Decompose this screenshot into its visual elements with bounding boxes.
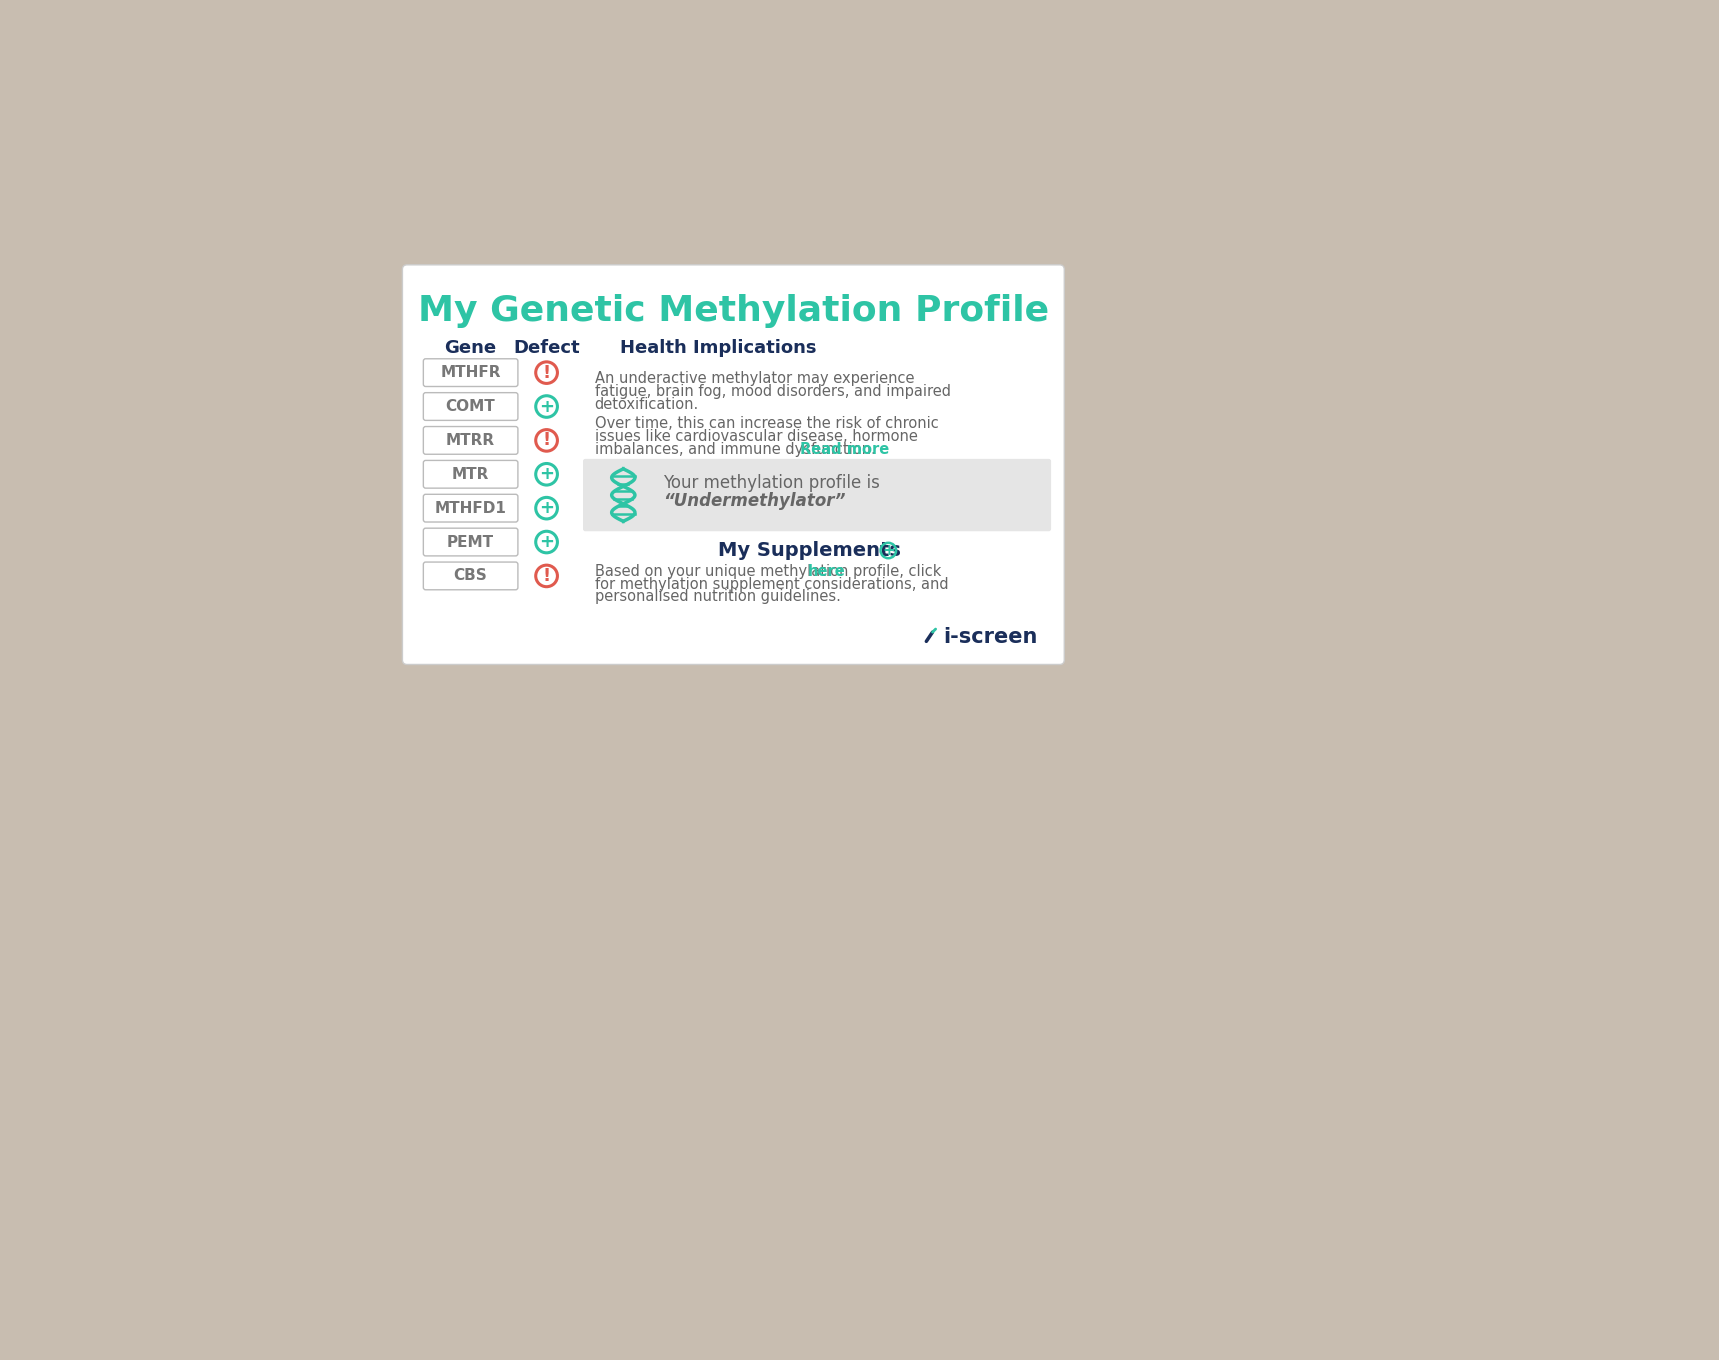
Text: +: +: [540, 499, 554, 517]
Text: +: +: [882, 543, 894, 558]
Text: +: +: [540, 397, 554, 416]
FancyBboxPatch shape: [423, 528, 517, 556]
FancyBboxPatch shape: [423, 359, 517, 386]
Text: My Genetic Methylation Profile: My Genetic Methylation Profile: [418, 294, 1049, 328]
Text: COMT: COMT: [445, 398, 495, 413]
FancyBboxPatch shape: [423, 427, 517, 454]
FancyBboxPatch shape: [423, 562, 517, 590]
Text: for methylation supplement considerations, and: for methylation supplement consideration…: [595, 577, 949, 592]
Text: +: +: [540, 465, 554, 483]
Text: MTHFR: MTHFR: [440, 364, 500, 381]
Text: !: !: [543, 363, 550, 382]
FancyBboxPatch shape: [423, 461, 517, 488]
Text: My Supplements: My Supplements: [719, 541, 901, 560]
Text: Your methylation profile is: Your methylation profile is: [664, 473, 880, 492]
Text: Read more: Read more: [799, 442, 889, 457]
Text: PEMT: PEMT: [447, 534, 493, 549]
Text: issues like cardiovascular disease, hormone: issues like cardiovascular disease, horm…: [595, 428, 918, 443]
Text: An underactive methylator may experience: An underactive methylator may experience: [595, 371, 915, 386]
Text: here: here: [808, 564, 846, 579]
Text: Based on your unique methylation profile, click: Based on your unique methylation profile…: [595, 564, 945, 579]
Text: MTR: MTR: [452, 466, 490, 481]
Text: !: !: [543, 567, 550, 585]
Text: MTRR: MTRR: [445, 432, 495, 447]
Text: Gene: Gene: [445, 339, 497, 356]
Text: detoxification.: detoxification.: [595, 397, 700, 412]
Text: personalised nutrition guidelines.: personalised nutrition guidelines.: [595, 589, 841, 604]
Text: !: !: [543, 431, 550, 449]
FancyBboxPatch shape: [423, 393, 517, 420]
FancyBboxPatch shape: [423, 494, 517, 522]
Text: fatigue, brain fog, mood disorders, and impaired: fatigue, brain fog, mood disorders, and …: [595, 384, 951, 400]
Text: Health Implications: Health Implications: [621, 339, 817, 356]
Text: CBS: CBS: [454, 568, 488, 583]
Text: Over time, this can increase the risk of chronic: Over time, this can increase the risk of…: [595, 416, 939, 431]
Text: imbalances, and immune dysfunction.: imbalances, and immune dysfunction.: [595, 442, 880, 457]
Text: Defect: Defect: [514, 339, 579, 356]
Text: MTHFD1: MTHFD1: [435, 500, 507, 515]
FancyBboxPatch shape: [583, 458, 1050, 532]
Text: +: +: [540, 533, 554, 551]
Text: “Undermethylator”: “Undermethylator”: [664, 492, 846, 510]
Text: i-screen: i-screen: [944, 627, 1038, 647]
FancyBboxPatch shape: [402, 265, 1064, 665]
